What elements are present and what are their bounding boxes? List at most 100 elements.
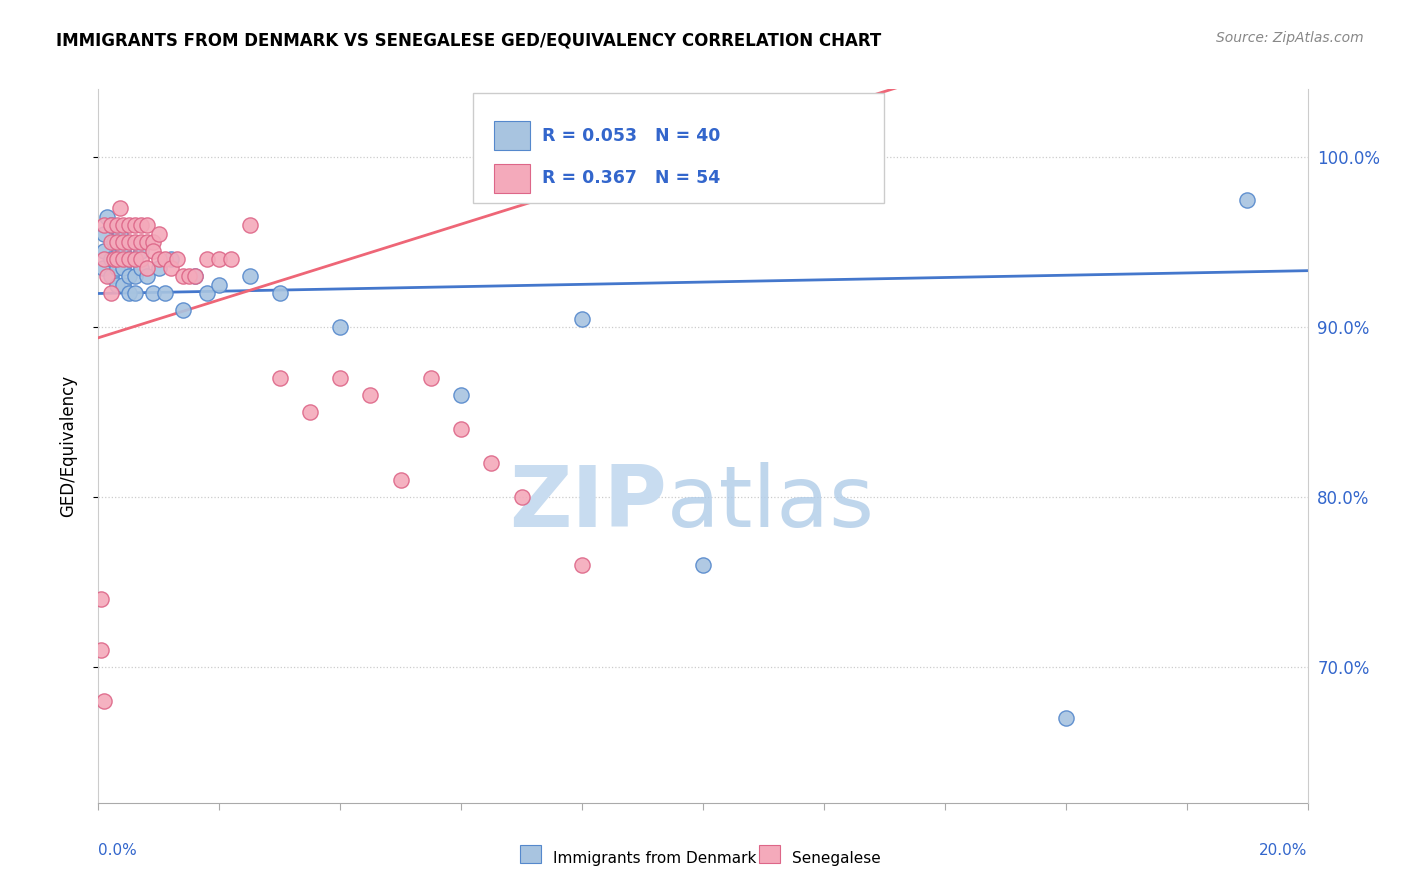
Point bbox=[184, 269, 207, 284]
Point bbox=[118, 252, 141, 266]
Point bbox=[571, 558, 593, 572]
Point bbox=[93, 252, 115, 266]
Point bbox=[269, 371, 291, 385]
Point bbox=[142, 286, 165, 301]
Point bbox=[118, 286, 141, 301]
Point bbox=[135, 260, 157, 275]
Text: IMMIGRANTS FROM DENMARK VS SENEGALESE GED/EQUIVALENCY CORRELATION CHART: IMMIGRANTS FROM DENMARK VS SENEGALESE GE… bbox=[56, 31, 882, 49]
Point bbox=[450, 422, 472, 436]
Text: ZIP: ZIP bbox=[509, 461, 666, 545]
Point bbox=[108, 201, 131, 215]
Point bbox=[135, 269, 157, 284]
Point bbox=[129, 252, 152, 266]
Point bbox=[692, 150, 714, 164]
Text: atlas: atlas bbox=[666, 461, 875, 545]
Point bbox=[148, 252, 170, 266]
Point bbox=[135, 235, 157, 249]
Point bbox=[160, 252, 183, 266]
Point bbox=[93, 694, 115, 708]
Point bbox=[389, 473, 412, 487]
Point bbox=[96, 210, 118, 224]
Point bbox=[481, 456, 503, 470]
Point bbox=[360, 388, 382, 402]
Point bbox=[129, 244, 152, 258]
Point bbox=[124, 218, 146, 232]
Point bbox=[124, 252, 146, 266]
Point bbox=[124, 235, 146, 249]
Y-axis label: GED/Equivalency: GED/Equivalency bbox=[59, 375, 77, 517]
Point bbox=[108, 227, 131, 241]
Point bbox=[148, 260, 170, 275]
Point bbox=[118, 218, 141, 232]
Point bbox=[172, 303, 194, 318]
Point bbox=[100, 218, 122, 232]
Point bbox=[111, 244, 134, 258]
Point bbox=[105, 218, 128, 232]
Point bbox=[329, 371, 352, 385]
Point bbox=[96, 269, 118, 284]
Text: 20.0%: 20.0% bbox=[1260, 843, 1308, 858]
Point bbox=[124, 286, 146, 301]
Point bbox=[100, 252, 122, 266]
Point bbox=[111, 235, 134, 249]
Point bbox=[195, 286, 218, 301]
Point bbox=[111, 252, 134, 266]
Point bbox=[142, 235, 165, 249]
Point bbox=[239, 269, 262, 284]
Point bbox=[93, 244, 115, 258]
Text: Source: ZipAtlas.com: Source: ZipAtlas.com bbox=[1216, 31, 1364, 45]
Point bbox=[118, 252, 141, 266]
FancyBboxPatch shape bbox=[474, 93, 884, 203]
Point bbox=[166, 252, 188, 266]
Point bbox=[100, 269, 122, 284]
Point bbox=[118, 235, 141, 249]
Point bbox=[195, 252, 218, 266]
Point bbox=[160, 260, 183, 275]
Point bbox=[269, 286, 291, 301]
Point bbox=[111, 260, 134, 275]
Point bbox=[420, 371, 443, 385]
Point bbox=[135, 218, 157, 232]
Point bbox=[1236, 193, 1258, 207]
Point bbox=[103, 252, 125, 266]
Point bbox=[208, 277, 231, 292]
Point bbox=[153, 252, 176, 266]
Point bbox=[450, 388, 472, 402]
Point bbox=[692, 558, 714, 572]
Point bbox=[100, 286, 122, 301]
Point bbox=[129, 235, 152, 249]
Text: Senegalese: Senegalese bbox=[792, 851, 880, 865]
Point bbox=[1054, 711, 1077, 725]
Point bbox=[100, 218, 122, 232]
Point bbox=[208, 252, 231, 266]
Point bbox=[103, 235, 125, 249]
Text: Immigrants from Denmark: Immigrants from Denmark bbox=[553, 851, 756, 865]
Point bbox=[111, 277, 134, 292]
Point bbox=[93, 227, 115, 241]
Point bbox=[90, 591, 112, 606]
Point bbox=[93, 218, 115, 232]
Point bbox=[184, 269, 207, 284]
Point bbox=[299, 405, 322, 419]
Point bbox=[179, 269, 201, 284]
Point bbox=[148, 227, 170, 241]
Point bbox=[239, 218, 262, 232]
Point bbox=[129, 260, 152, 275]
Point bbox=[124, 252, 146, 266]
Point bbox=[105, 252, 128, 266]
Point bbox=[105, 260, 128, 275]
Point bbox=[105, 252, 128, 266]
Point bbox=[124, 269, 146, 284]
Point bbox=[105, 235, 128, 249]
Point bbox=[91, 260, 114, 275]
Point bbox=[221, 252, 243, 266]
Point bbox=[329, 320, 352, 334]
Point bbox=[172, 269, 194, 284]
Bar bbox=[494, 164, 530, 193]
Point bbox=[90, 643, 112, 657]
Point bbox=[129, 218, 152, 232]
Point bbox=[111, 218, 134, 232]
Point bbox=[153, 286, 176, 301]
Point bbox=[105, 277, 128, 292]
Point bbox=[118, 269, 141, 284]
